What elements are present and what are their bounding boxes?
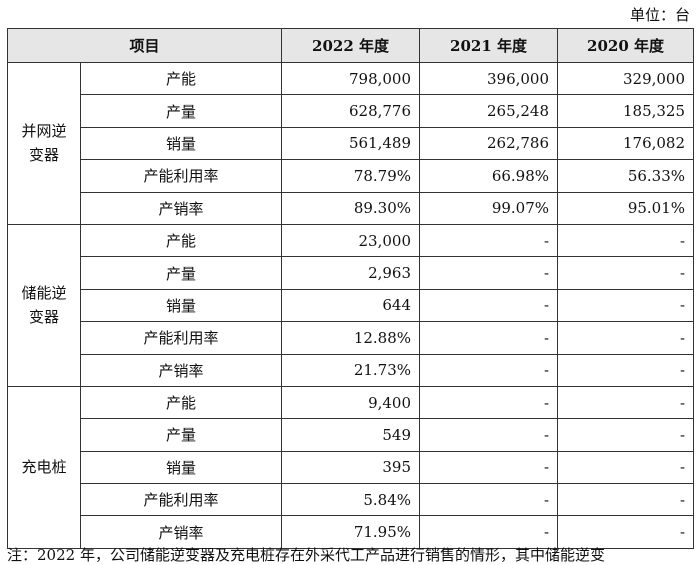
row-label: 产能 [79,385,283,420]
value-2020: - [557,418,695,452]
row-label: 销量 [79,126,283,161]
group-name: 充电桩 [7,385,81,549]
value-2020: 185,325 [557,94,695,128]
table-row: 产能利用率 5.84% - - [8,483,695,517]
table-row: 产能利用率 12.88% - - [8,321,695,355]
value-2022: 395 [281,450,421,485]
group-name: 并网逆 变器 [7,62,81,225]
row-label: 销量 [79,288,283,323]
value-2022: 12.88% [281,321,421,355]
value-2020: 95.01% [557,191,695,225]
row-label: 产量 [79,418,283,452]
value-2021: - [419,385,559,420]
row-label: 产能利用率 [79,483,283,517]
table-row: 储能逆 变器 产能 23,000- - [7,223,695,387]
table-body: 并网逆 变器 产能 798,000 396,000 329,000 产量 628,776 265… [7,61,695,549]
value-2021: 396,000 [419,61,559,96]
value-2021: 262,786 [419,126,559,161]
value-2021: - [419,483,559,517]
table-row: 销量 395- - [8,450,695,485]
table-row: 产销率 21.73% - - [8,353,695,387]
value-2021: 66.98% [419,159,559,193]
table-row: 产量 549- - [8,418,695,452]
value-2022: 628,776 [281,94,421,128]
value-2022: 21.73% [281,353,421,387]
row-label: 产能利用率 [79,321,283,355]
value-2020: - [557,256,695,290]
table-row: 并网逆 变器 产能 798,000 396,000 329,000 [7,61,695,225]
value-2022: 23,000 [281,223,421,258]
value-2021: - [419,321,559,355]
value-2022: 561,489 [281,126,421,161]
row-label: 产能 [79,61,283,96]
header-2022: 2022 年度 [281,28,421,63]
value-2022: 89.30% [281,191,421,225]
value-2022: 644 [281,288,421,323]
production-sales-table: 项目 2022 年度 2021 年度 2020 年度 并网逆 变器 产能 798,00… [6,28,695,549]
value-2022: 71.95% [281,515,421,549]
group-name: 储能逆 变器 [7,223,81,387]
value-2020: - [557,483,695,517]
value-2020: - [557,353,695,387]
value-2020: - [557,223,695,258]
table-row: 产能利用率 78.79% 66.98% 56.33% [8,159,695,193]
value-2021: - [419,418,559,452]
row-label: 产销率 [79,353,283,387]
value-2022: 78.79% [281,159,421,193]
table-row: 产销率 89.30% 99.07% 95.01% [8,191,695,225]
value-2022: 9,400 [281,385,421,420]
value-2021: 99.07% [419,191,559,225]
table-row: 产销率 71.95% - - [8,515,695,549]
value-2022: 5.84% [281,483,421,517]
table-row: 销量 644- - [8,288,695,323]
row-label: 产量 [79,256,283,290]
value-2022: 549 [281,418,421,452]
row-label: 产销率 [79,191,283,225]
row-label: 产销率 [79,515,283,549]
row-label: 销量 [79,450,283,485]
table-header-row: 项目 2022 年度 2021 年度 2020 年度 [6,28,695,63]
table-row: 产量 628,776 265,248 185,325 [8,94,695,128]
value-2020: - [557,385,695,420]
row-label: 产能 [79,223,283,258]
value-2020: - [557,450,695,485]
value-2021: - [419,353,559,387]
header-2020: 2020 年度 [557,28,695,63]
value-2021: - [419,288,559,323]
unit-label: 单位：台 [629,6,690,24]
value-2020: - [557,288,695,323]
header-2021: 2021 年度 [419,28,559,63]
value-2020: - [557,515,695,549]
value-2022: 798,000 [281,61,421,96]
footnote: 注：2022 年，公司储能逆变器及充电桩存在外采代工产品进行销售的情形，其中储能… [7,546,605,564]
table-row: 销量 561,489 262,786 176,082 [8,126,695,161]
row-label: 产量 [79,94,283,128]
header-item: 项目 [6,28,283,63]
value-2020: 56.33% [557,159,695,193]
value-2022: 2,963 [281,256,421,290]
value-2020: - [557,321,695,355]
table-row: 产量 2,963- - [8,256,695,290]
value-2021: - [419,450,559,485]
value-2020: 176,082 [557,126,695,161]
value-2021: - [419,256,559,290]
row-label: 产能利用率 [79,159,283,193]
value-2020: 329,000 [557,61,695,96]
table-row: 充电桩 产能 9,400- - [7,385,695,549]
value-2021: - [419,223,559,258]
value-2021: 265,248 [419,94,559,128]
